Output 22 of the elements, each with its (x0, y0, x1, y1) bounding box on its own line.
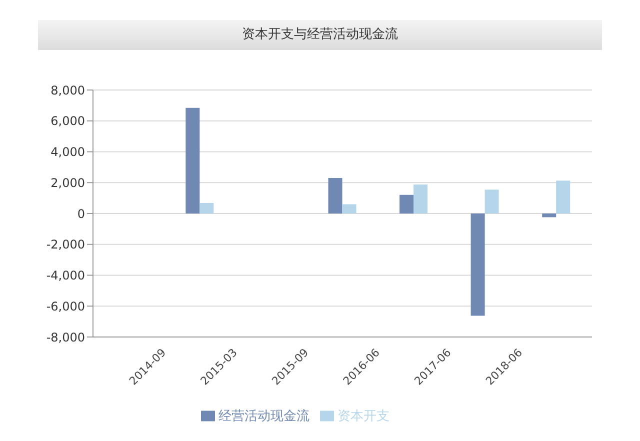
y-tick-label: 6,000 (50, 114, 85, 128)
bar (414, 184, 428, 214)
legend-label: 资本开支 (338, 409, 390, 424)
y-tick-label: -8,000 (46, 330, 85, 344)
y-tick-label: -6,000 (46, 299, 85, 314)
y-tick-label: 4,000 (50, 145, 85, 160)
bar (556, 180, 570, 214)
bar (328, 178, 342, 214)
bar (470, 214, 485, 316)
bar (186, 108, 200, 214)
bar (200, 203, 214, 214)
y-tick-label: 8,000 (50, 83, 85, 98)
bar (400, 194, 414, 214)
y-tick-label: -4,000 (46, 268, 85, 283)
y-tick-label: -2,000 (46, 238, 85, 252)
bar (484, 190, 499, 214)
y-tick-label: 2,000 (50, 176, 85, 190)
chart-title: 资本开支与经营活动现金流 (38, 20, 602, 50)
y-tick-label: 0 (77, 206, 85, 221)
bar (342, 204, 356, 214)
bar (542, 214, 556, 218)
legend-label: 经营活动现金流 (218, 409, 310, 424)
